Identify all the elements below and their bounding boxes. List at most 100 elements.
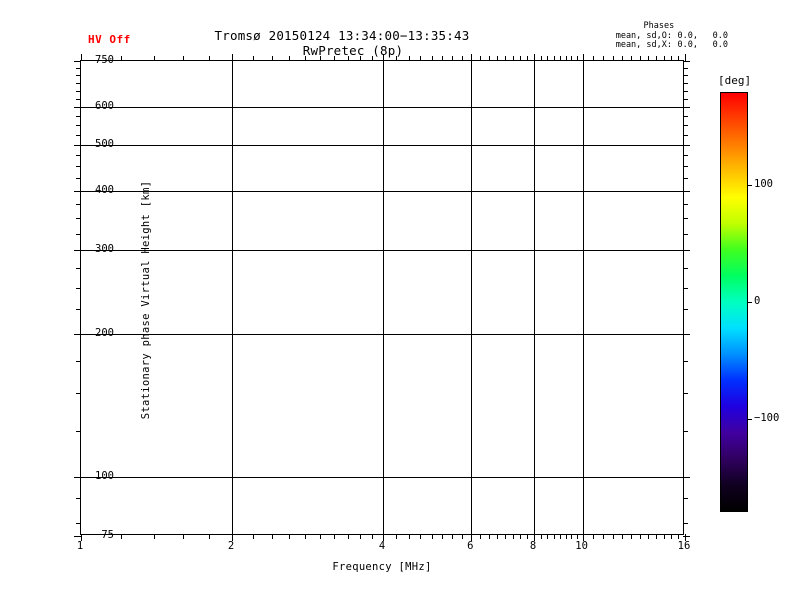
y-tick-minor — [76, 309, 81, 311]
gridline-vertical — [232, 61, 233, 534]
x-tick-minor-top — [527, 56, 529, 61]
x-tick-minor — [305, 534, 307, 539]
x-tick-major-top — [383, 54, 384, 61]
x-tick-minor-top — [442, 56, 444, 61]
x-tick-minor-top — [540, 56, 542, 61]
x-tick-minor — [183, 534, 185, 539]
x-tick-minor-top — [670, 56, 672, 61]
ionogram-plot-area[interactable] — [74, 54, 690, 541]
x-tick-minor-top — [647, 56, 649, 61]
y-tick-major — [74, 144, 81, 146]
x-tick-minor-top — [334, 56, 336, 61]
x-tick-minor — [504, 534, 506, 539]
x-tick-minor — [663, 534, 665, 539]
x-tick-minor-top — [480, 56, 482, 61]
y-tick-minor — [76, 178, 81, 180]
phases-o-mean: 0.0, — [677, 30, 698, 41]
x-tick-minor — [120, 534, 122, 539]
x-tick-minor-top — [120, 56, 122, 61]
x-tick-minor-top — [655, 56, 657, 61]
colorbar-unit-label: [deg] — [718, 74, 752, 87]
x-tick-minor — [655, 534, 657, 539]
y-tick-minor — [76, 134, 81, 136]
x-axis-tick-label: 1 — [76, 540, 84, 552]
y-tick-minor-right — [683, 124, 688, 126]
gridline-horizontal — [81, 476, 683, 478]
y-tick-minor — [76, 75, 81, 77]
x-tick-minor — [408, 534, 410, 539]
x-axis-tick-label: 16 — [677, 540, 691, 552]
x-tick-minor-top — [289, 56, 291, 61]
y-tick-minor — [76, 522, 81, 524]
phases-o-label: mean, sd,O: — [615, 30, 672, 41]
x-tick-major — [534, 534, 535, 541]
x-tick-minor-top — [396, 56, 398, 61]
x-tick-minor — [603, 534, 605, 539]
x-tick-minor — [488, 534, 490, 539]
y-axis-tick-label: 400 — [95, 183, 114, 196]
y-tick-minor-right — [683, 361, 688, 363]
colorbar-label-0: 0 — [754, 295, 761, 307]
x-tick-minor — [154, 534, 156, 539]
y-tick-minor-right — [683, 498, 688, 500]
x-axis-tick-label: 4 — [378, 540, 386, 552]
x-tick-minor-top — [347, 56, 349, 61]
x-tick-minor — [442, 534, 444, 539]
x-tick-minor — [371, 534, 373, 539]
y-tick-minor-right — [683, 155, 688, 157]
x-axis-tick-label: 8 — [529, 540, 537, 552]
x-tick-minor — [480, 534, 482, 539]
page-title: Tromsø 20150124 13:34:00−13:35:43 RwPret… — [0, 28, 684, 58]
x-tick-minor — [593, 534, 595, 539]
x-tick-minor — [547, 534, 549, 539]
x-tick-minor-top — [565, 56, 567, 61]
x-tick-minor-top — [305, 56, 307, 61]
x-tick-minor — [553, 534, 555, 539]
gridline-horizontal — [81, 190, 683, 192]
y-tick-minor-right — [683, 166, 688, 168]
y-tick-major — [74, 107, 81, 109]
y-tick-minor-right — [683, 90, 688, 92]
y-tick-minor-right — [683, 233, 688, 235]
y-tick-major — [74, 476, 81, 478]
x-tick-minor — [462, 534, 464, 539]
title-line-1: Tromsø 20150124 13:34:00−13:35:43 — [214, 28, 470, 43]
title-line-2: RwPretec (8p) — [302, 43, 404, 58]
x-tick-minor — [496, 534, 498, 539]
y-tick-minor-right — [683, 82, 688, 84]
gridline-horizontal — [81, 144, 683, 146]
y-tick-minor-right — [683, 218, 688, 220]
y-tick-minor — [76, 267, 81, 269]
x-tick-major-top — [81, 54, 82, 61]
y-tick-minor-right — [683, 178, 688, 180]
x-tick-minor-top — [488, 56, 490, 61]
x-tick-minor — [347, 534, 349, 539]
x-tick-minor-top — [252, 56, 254, 61]
y-tick-minor — [76, 98, 81, 100]
x-tick-minor — [320, 534, 322, 539]
x-tick-minor-top — [519, 56, 521, 61]
x-tick-minor-top — [622, 56, 624, 61]
y-tick-minor-right — [683, 75, 688, 77]
phases-heading: Phases — [643, 21, 675, 31]
colorbar-gradient[interactable] — [720, 92, 748, 512]
y-tick-major — [74, 190, 81, 192]
hv-status-label: HV Off — [88, 33, 131, 46]
y-tick-minor-right — [683, 309, 688, 311]
x-axis-title: Frequency [MHz] — [332, 561, 432, 573]
x-tick-minor-top — [371, 56, 373, 61]
x-tick-minor-top — [553, 56, 555, 61]
x-tick-minor-top — [512, 56, 514, 61]
x-tick-minor — [431, 534, 433, 539]
x-tick-minor — [571, 534, 573, 539]
y-tick-major — [74, 536, 81, 537]
x-tick-major — [383, 534, 384, 541]
colorbar-label-minus100: −100 — [754, 411, 780, 424]
x-tick-minor-top — [320, 56, 322, 61]
x-tick-major — [232, 534, 233, 541]
colorbar-tick-100 — [748, 185, 752, 187]
gridline-horizontal — [81, 250, 683, 252]
x-tick-major — [471, 534, 473, 541]
x-tick-minor-top — [462, 56, 464, 61]
x-axis-tick-label: 6 — [467, 540, 474, 552]
